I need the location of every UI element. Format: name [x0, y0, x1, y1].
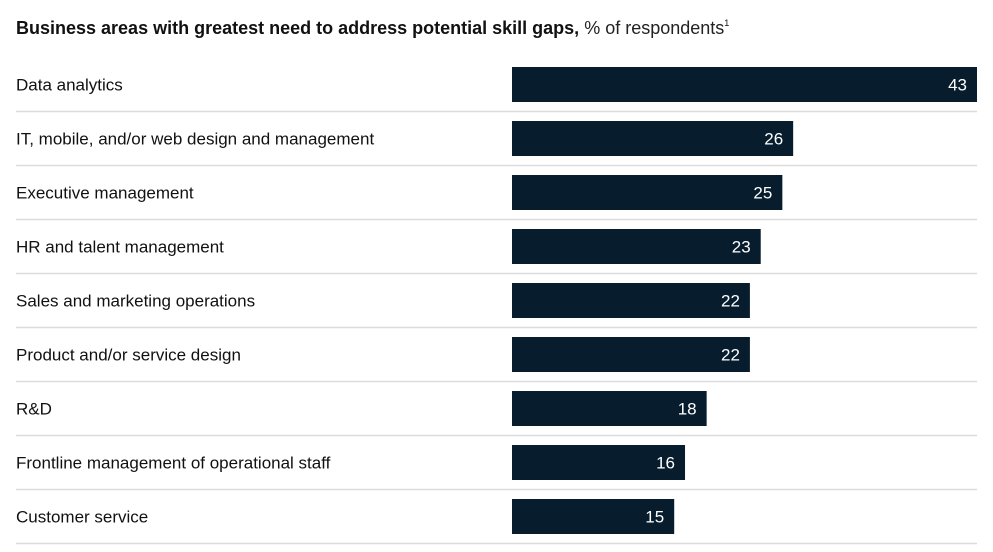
- bar: [512, 283, 750, 318]
- category-label: Sales and marketing operations: [16, 292, 255, 311]
- value-label: 22: [721, 292, 740, 311]
- value-label: 25: [753, 184, 772, 203]
- value-label: 18: [678, 400, 697, 419]
- value-label: 16: [656, 454, 675, 473]
- category-label: Product and/or service design: [16, 346, 241, 365]
- value-label: 26: [764, 130, 783, 149]
- chart-title: Business areas with greatest need to add…: [16, 18, 729, 39]
- bar-row: Executive management 25: [16, 175, 977, 221]
- chart-title-unit: % of respondents: [584, 18, 725, 38]
- category-label: Frontline management of operational staf…: [16, 454, 331, 473]
- category-label: HR and talent management: [16, 238, 224, 257]
- bar-row: Data analytics 43: [16, 67, 977, 113]
- bar: [512, 445, 686, 480]
- category-label: Executive management: [16, 184, 194, 203]
- value-label: 15: [645, 508, 664, 527]
- bar-row: Sales and marketing operations 22: [16, 283, 977, 329]
- bar-row: R&D 18: [16, 391, 977, 437]
- bar: [512, 175, 783, 210]
- bar-row: HR and talent management 23: [16, 229, 977, 275]
- bar-row: Product and/or service design 22: [16, 337, 977, 383]
- bar: [512, 499, 675, 534]
- bar: [512, 229, 761, 264]
- bar: [512, 391, 707, 426]
- bar: [512, 121, 794, 156]
- bar-row: IT, mobile, and/or web design and manage…: [16, 121, 977, 167]
- bar-row: Customer service 15: [16, 499, 977, 545]
- value-label: 43: [948, 76, 967, 95]
- category-label: Data analytics: [16, 76, 123, 95]
- chart-title-bold: Business areas with greatest need to add…: [16, 18, 580, 38]
- bar-row: Frontline management of operational staf…: [16, 445, 977, 491]
- category-label: Customer service: [16, 508, 148, 527]
- bar: [512, 67, 977, 102]
- bar: [512, 337, 750, 372]
- value-label: 22: [721, 346, 740, 365]
- footnote-marker: 1: [724, 18, 730, 28]
- category-label: R&D: [16, 400, 52, 419]
- category-label: IT, mobile, and/or web design and manage…: [16, 130, 374, 149]
- value-label: 23: [732, 238, 751, 257]
